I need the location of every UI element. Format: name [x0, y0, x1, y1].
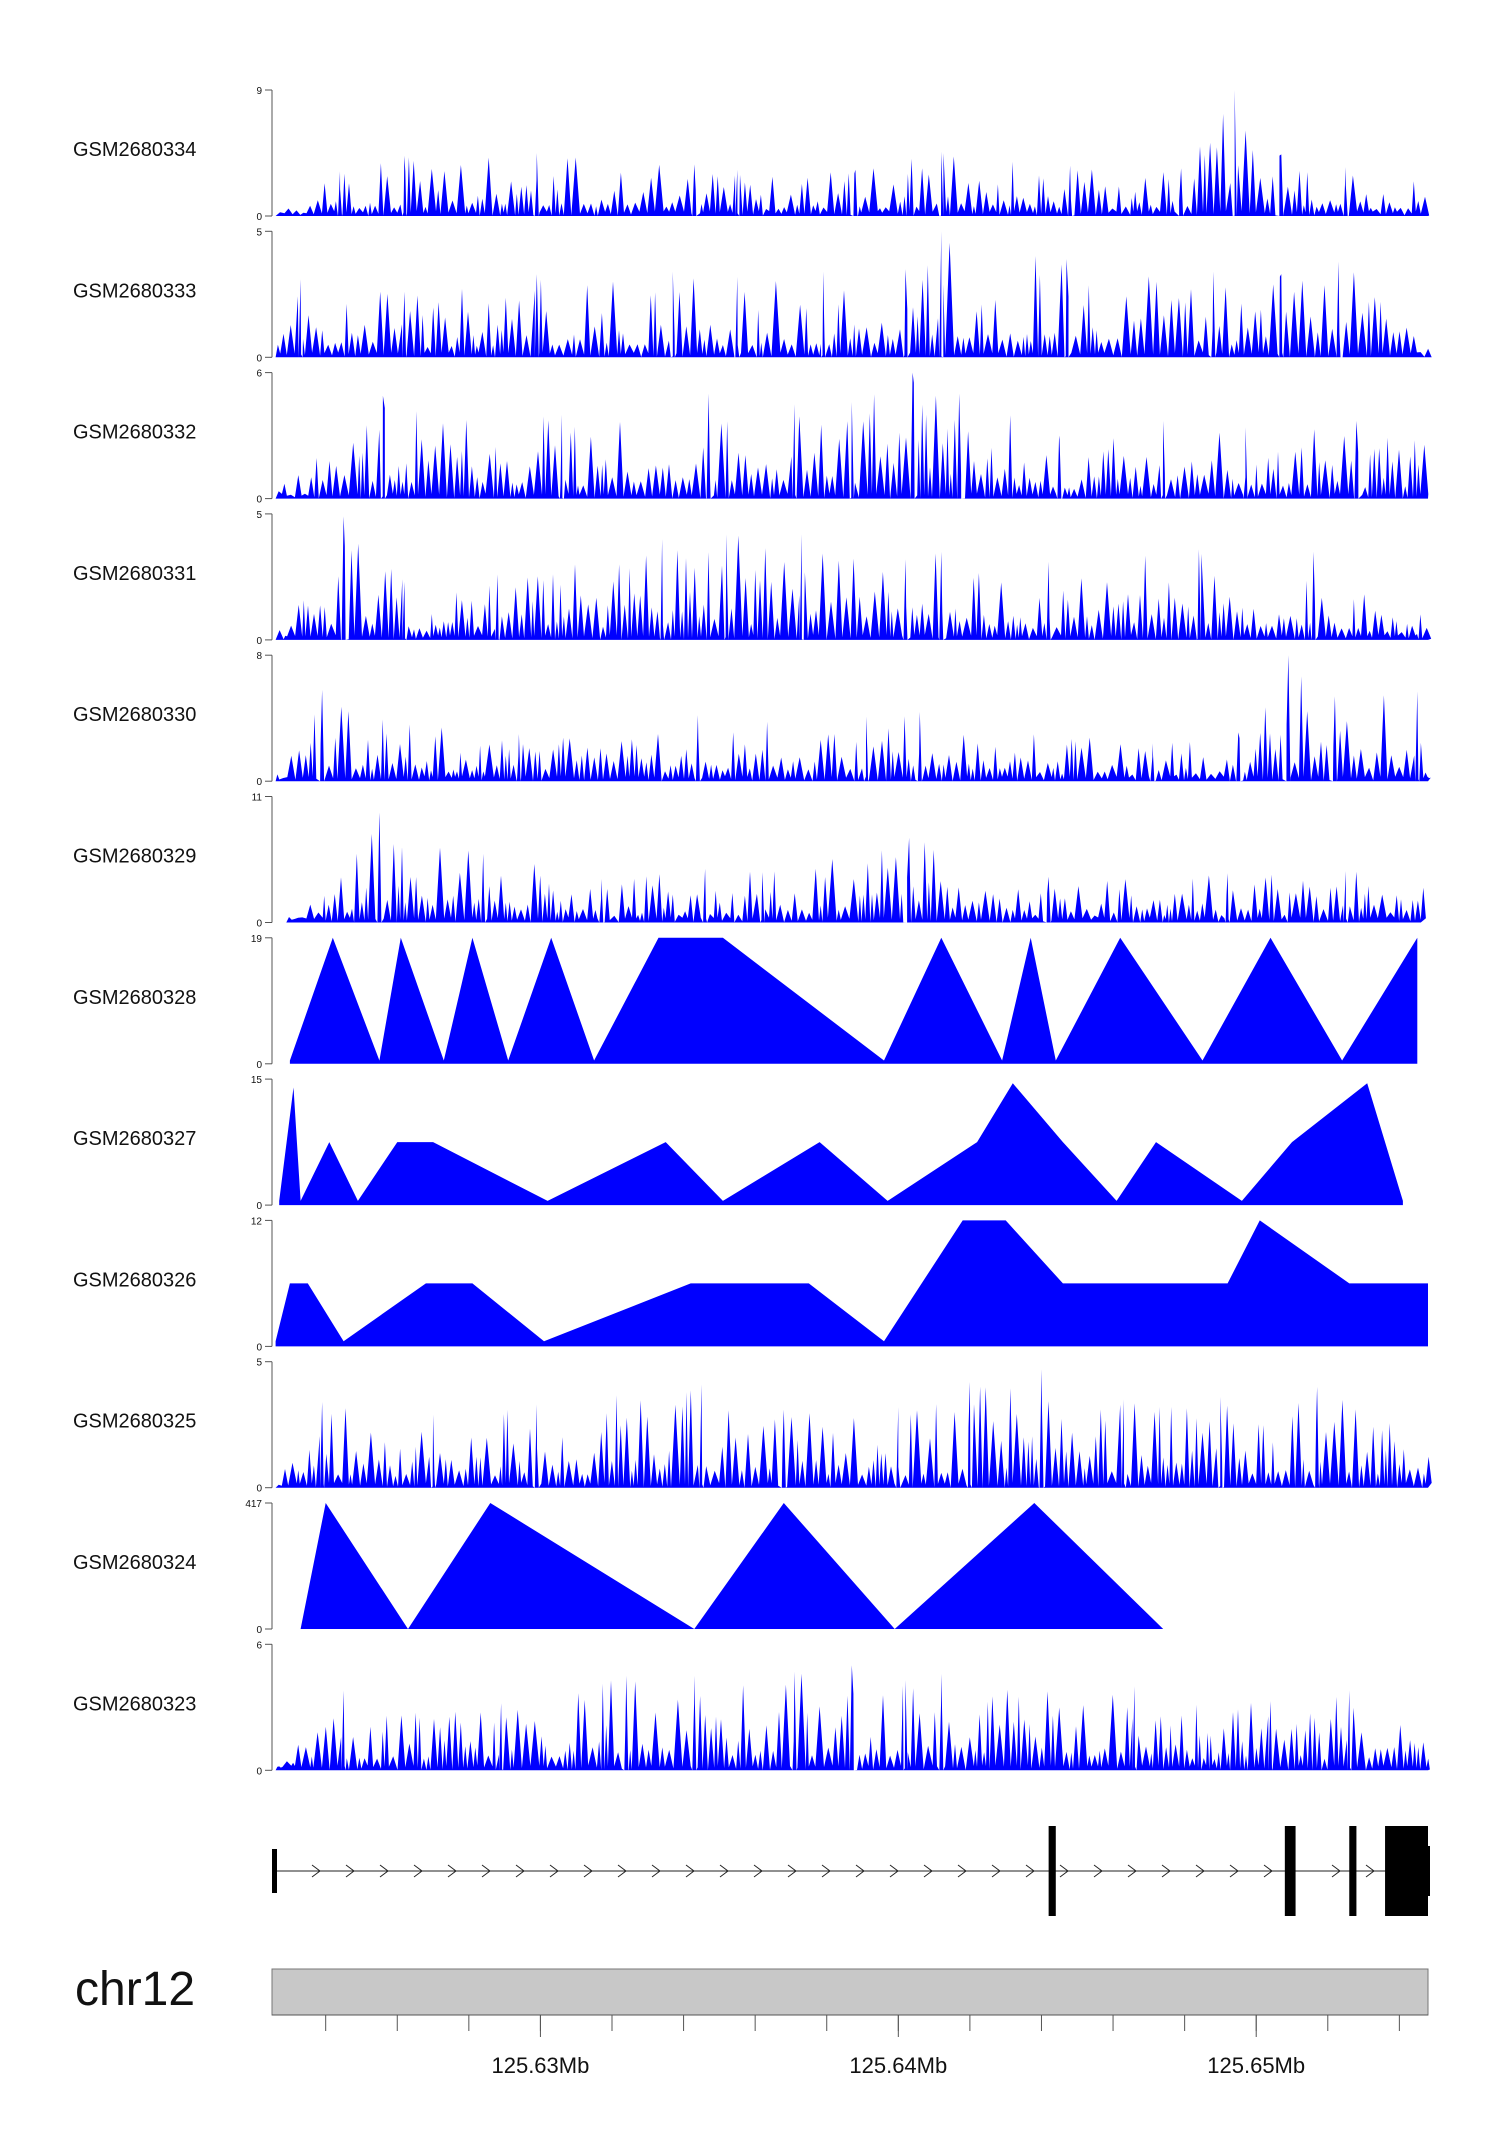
exon-block [272, 1849, 277, 1893]
track-label: GSM2680326 [73, 1269, 196, 1291]
coverage-area [275, 655, 1431, 782]
y-tick-label: 0 [256, 1201, 262, 1212]
y-tick-label: 0 [256, 212, 262, 223]
strand-chevron [515, 1864, 525, 1878]
strand-chevron [549, 1864, 559, 1878]
strand-chevron [957, 1864, 967, 1878]
coverage-area [275, 516, 1432, 640]
y-tick-label: 0 [256, 636, 262, 647]
y-tick-label: 6 [256, 369, 262, 380]
y-tick-label: 0 [256, 1484, 262, 1495]
track-label: GSM2680323 [73, 1693, 196, 1715]
y-tick-label: 8 [256, 651, 262, 662]
exon-block [1048, 1826, 1056, 1916]
strand-chevron [991, 1864, 1001, 1878]
strand-chevron [1195, 1864, 1205, 1878]
strand-chevron [685, 1864, 695, 1878]
y-tick-label: 0 [256, 919, 262, 930]
y-tick-label: 0 [256, 353, 262, 364]
strand-chevron [1059, 1864, 1069, 1878]
ideogram-band [271, 1968, 1429, 2016]
y-tick-label: 0 [256, 1766, 262, 1777]
strand-chevron [889, 1864, 899, 1878]
y-tick-label: 0 [256, 777, 262, 788]
y-tick-label: 19 [251, 934, 263, 945]
strand-chevron [617, 1864, 627, 1878]
strand-chevron [719, 1864, 729, 1878]
track-label: GSM2680327 [73, 1128, 196, 1150]
coverage-area [286, 812, 1426, 923]
y-tick-label: 6 [256, 1640, 262, 1651]
track-label: GSM2680332 [73, 422, 196, 444]
y-tick-label: 9 [256, 86, 262, 97]
coverage-area [279, 1083, 1403, 1206]
chromosome-ideogram: chr12 [75, 1963, 1429, 2016]
y-tick-label: 0 [256, 495, 262, 506]
x-tick-label: 125.63Mb [491, 2053, 589, 2078]
track-label: GSM2680331 [73, 563, 196, 585]
coverage-area [275, 1665, 1430, 1771]
strand-chevron [1365, 1864, 1375, 1878]
exon-block [1284, 1826, 1296, 1916]
strand-chevron [1331, 1864, 1341, 1878]
strand-chevron [1263, 1864, 1273, 1878]
strand-chevron [787, 1864, 797, 1878]
coverage-area [300, 1503, 1164, 1629]
strand-chevron [821, 1864, 831, 1878]
coverage-area [275, 1369, 1432, 1488]
coverage-area [275, 231, 1432, 358]
strand-chevron [1025, 1864, 1035, 1878]
x-tick-label: 125.64Mb [849, 2053, 947, 2078]
y-tick-label: 12 [251, 1216, 263, 1227]
strand-chevron [311, 1864, 321, 1878]
track-label: GSM2680328 [73, 987, 196, 1009]
track-label: GSM2680330 [73, 704, 196, 726]
strand-chevron [923, 1864, 933, 1878]
y-tick-label: 5 [256, 1358, 262, 1369]
y-tick-label: 0 [256, 1342, 262, 1353]
track-label: GSM2680334 [73, 139, 196, 161]
strand-chevron [651, 1864, 661, 1878]
y-tick-label: 417 [245, 1499, 262, 1510]
strand-chevron [413, 1864, 423, 1878]
track-label: GSM2680333 [73, 280, 196, 302]
track-label: GSM2680324 [73, 1552, 196, 1574]
y-tick-label: 0 [256, 1625, 262, 1636]
strand-chevron [345, 1864, 355, 1878]
x-tick-label: 125.65Mb [1207, 2053, 1305, 2078]
strand-chevron [1161, 1864, 1171, 1878]
strand-chevron [447, 1864, 457, 1878]
exon-block [1349, 1826, 1357, 1916]
y-tick-label: 11 [252, 793, 263, 804]
exon-block [1418, 1846, 1430, 1896]
coverage-area [275, 1220, 1429, 1347]
strand-chevron [855, 1864, 865, 1878]
track-label: GSM2680329 [73, 846, 196, 868]
strand-chevron [481, 1864, 491, 1878]
y-tick-label: 15 [251, 1075, 263, 1086]
coverage-area [275, 90, 1430, 216]
y-tick-label: 0 [256, 1060, 262, 1071]
track-label: GSM2680325 [73, 1411, 196, 1433]
strand-chevron [379, 1864, 389, 1878]
strand-chevron [1127, 1864, 1137, 1878]
coverage-tracks: GSM2680334 9 0 GSM2680333 5 0 GSM2680332 6 0 GSM2… [73, 86, 1432, 1777]
genome-axis: 125.63Mb 125.64Mb 125.65Mb [272, 2014, 1428, 2078]
coverage-area [289, 937, 1418, 1064]
strand-chevron [1093, 1864, 1103, 1878]
chromosome-label: chr12 [75, 1963, 195, 2016]
coverage-area [275, 372, 1429, 499]
y-tick-label: 5 [256, 227, 262, 238]
strand-chevron [583, 1864, 593, 1878]
y-tick-label: 5 [256, 510, 262, 521]
strand-chevron [753, 1864, 763, 1878]
strand-chevron [1229, 1864, 1239, 1878]
gene-model-track [272, 1826, 1430, 1916]
